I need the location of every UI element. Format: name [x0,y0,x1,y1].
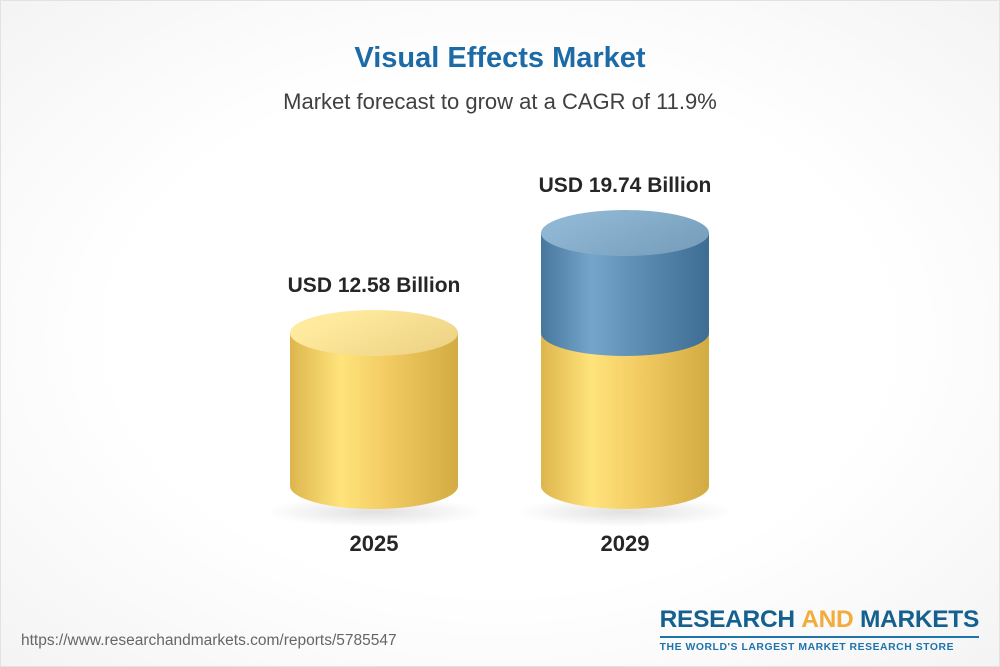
year-label-2029: 2029 [600,531,650,556]
year-label-2025: 2025 [349,531,399,556]
cylinder-cap [290,309,458,356]
logo-word-markets: MARKETS [859,606,979,633]
logo-divider-line [659,636,979,638]
research-and-markets-logo: RESEARCH AND MARKETS THE WORLD'S LARGEST… [659,606,980,653]
page-subtitle: Market forecast to grow at a CAGR of 11.… [283,89,717,114]
cylinder-cap [541,209,709,256]
cylinder-segment-base [541,332,709,509]
report-url: https://www.researchandmarkets.com/repor… [21,632,397,649]
page-title: Visual Effects Market [354,42,646,74]
cylinder-segment-base [290,332,458,509]
value-label-2029: USD 19.74 Billion [538,173,712,197]
logo-word-research: RESEARCH [659,606,795,633]
cylinder-2029 [541,209,709,509]
logo-word-and: AND [801,606,854,633]
logo-wordmark: RESEARCH AND MARKETS [659,606,980,634]
value-label-2025: USD 12.58 Billion [287,273,461,297]
cylinder-2025 [290,309,458,509]
logo-tagline: THE WORLD'S LARGEST MARKET RESEARCH STOR… [659,642,955,653]
